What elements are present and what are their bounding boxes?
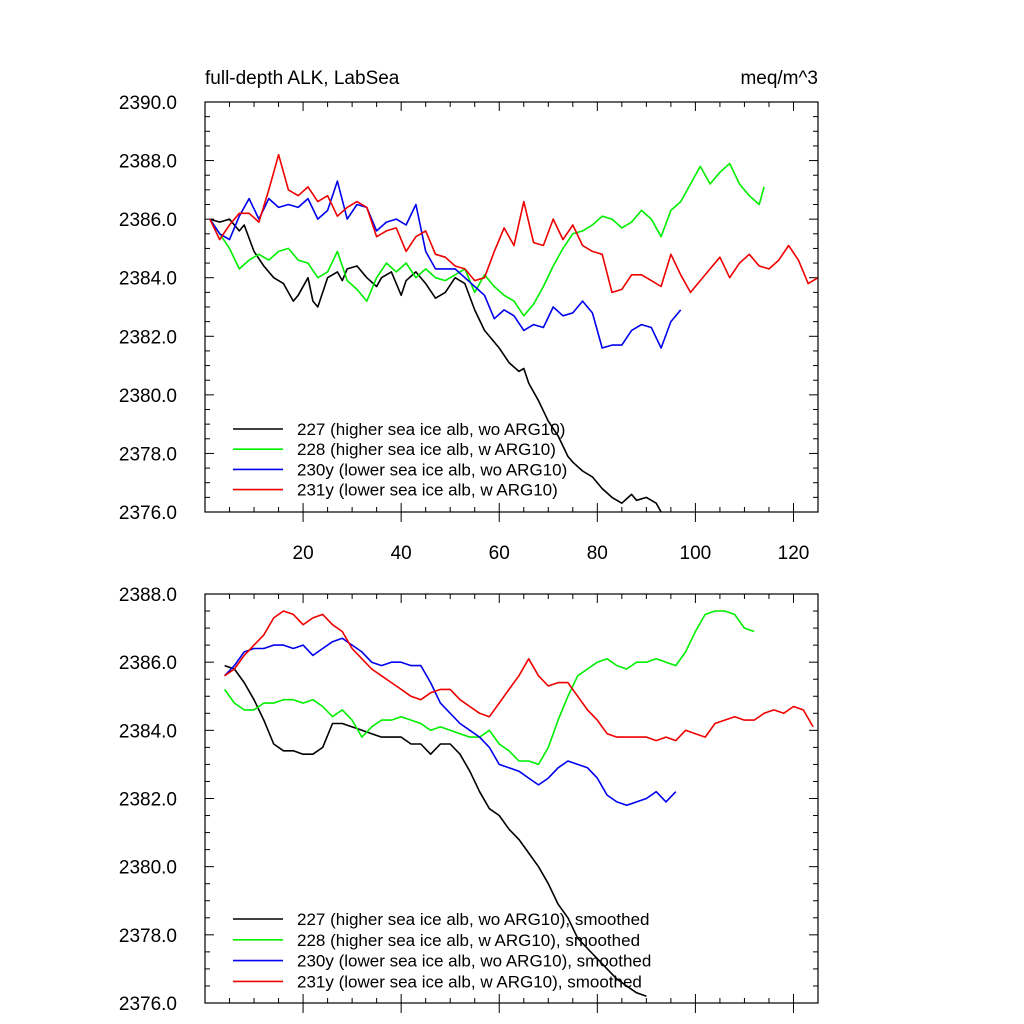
legend-label-1: 228 (higher sea ice alb, w ARG10) — [297, 440, 556, 459]
y-tick-label: 2378.0 — [119, 444, 177, 465]
x-tick-label: 100 — [680, 543, 712, 564]
panel-top: full-depth ALK, LabSea meq/m^3 2376.0237… — [119, 68, 819, 564]
y-tick-label: 2384.0 — [119, 269, 177, 290]
y-tick-label: 2376.0 — [119, 994, 177, 1015]
y-tick-label: 2384.0 — [119, 721, 177, 742]
y-tick-label: 2382.0 — [119, 327, 177, 348]
x-tick-label: 20 — [293, 543, 314, 564]
top-plot-area — [209, 153, 818, 512]
series-line-0 — [224, 664, 647, 997]
panel-bottom: 2376.0 2378.0 2380.0 2382.0 2384.0 2386.0 2388… — [119, 585, 819, 1015]
legend-label-0: 227 (higher sea ice alb, wo ARG10), smoo… — [297, 910, 649, 929]
bottom-ticks — [205, 593, 818, 1013]
y-tick-label: 2388.0 — [119, 585, 177, 606]
y-tick-label: 2388.0 — [119, 152, 177, 173]
top-chart-units: meq/m^3 — [740, 68, 818, 89]
legend-label-0: 227 (higher sea ice alb, wo ARG10) — [297, 420, 565, 439]
y-tick-label: 2390.0 — [119, 93, 177, 114]
x-tick-label: 60 — [489, 543, 510, 564]
y-tick-label: 2380.0 — [119, 386, 177, 407]
y-tick-label: 2386.0 — [119, 210, 177, 231]
series-line-3 — [224, 610, 814, 742]
top-y-tick-labels: 2376.0 2378.0 2380.0 2382.0 2384.0 2386.0 2388… — [119, 93, 177, 524]
y-tick-label: 2382.0 — [119, 790, 177, 811]
top-legend: 227 (higher sea ice alb, wo ARG10)228 (h… — [233, 420, 567, 500]
x-tick-label: 80 — [587, 543, 608, 564]
y-tick-label: 2380.0 — [119, 858, 177, 879]
series-line-2 — [224, 637, 677, 807]
bottom-plot-area — [223, 610, 814, 997]
legend-label-2: 230y (lower sea ice alb, wo ARG10) — [297, 460, 567, 479]
legend-label-3: 231y (lower sea ice alb, w ARG10) — [297, 481, 558, 500]
x-tick-label: 40 — [391, 543, 412, 564]
legend-label-2: 230y (lower sea ice alb, wo ARG10), smoo… — [297, 952, 651, 971]
series-line-1 — [209, 162, 765, 317]
series-line-3 — [209, 153, 818, 294]
top-x-tick-labels: 20 40 60 80 100 120 — [293, 543, 810, 564]
series-line-1 — [223, 610, 755, 766]
series-line-2 — [209, 180, 682, 349]
bottom-plot-frame — [204, 593, 819, 1004]
y-tick-label: 2386.0 — [119, 653, 177, 674]
legend-label-3: 231y (lower sea ice alb, w ARG10), smoot… — [297, 972, 642, 991]
y-tick-label: 2376.0 — [119, 503, 177, 524]
legend-label-1: 228 (higher sea ice alb, w ARG10), smoot… — [297, 931, 640, 950]
bottom-legend: 227 (higher sea ice alb, wo ARG10), smoo… — [233, 910, 651, 991]
x-tick-label: 120 — [778, 543, 810, 564]
y-tick-label: 2378.0 — [119, 926, 177, 947]
top-chart-title: full-depth ALK, LabSea — [205, 68, 400, 89]
series-line-0 — [209, 218, 663, 512]
bottom-y-tick-labels: 2376.0 2378.0 2380.0 2382.0 2384.0 2386.0 2388… — [119, 585, 177, 1015]
top-plot-frame — [204, 101, 819, 513]
